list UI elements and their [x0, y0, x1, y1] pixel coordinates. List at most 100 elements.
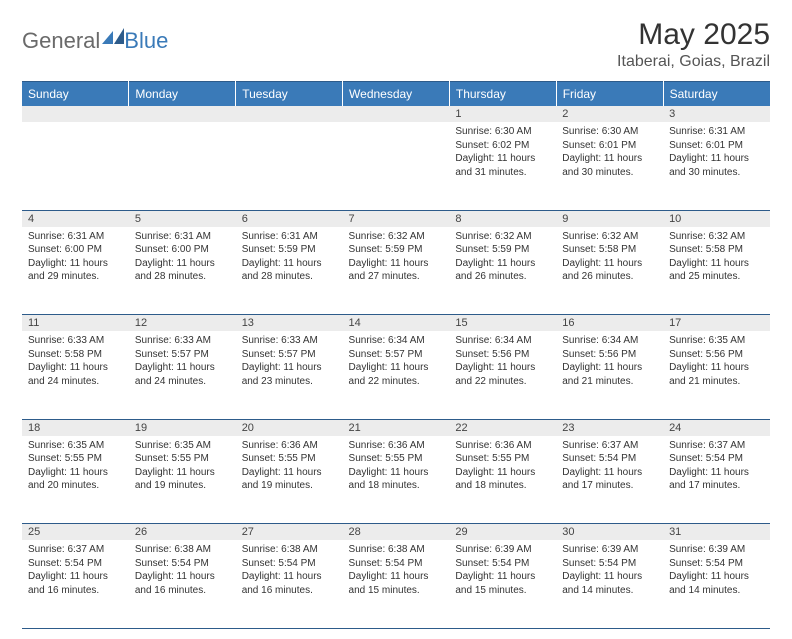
day-number: 6 — [236, 210, 343, 227]
sunset-line: Sunset: 5:55 PM — [135, 452, 230, 466]
day-cell-body: Sunrise: 6:35 AMSunset: 5:55 PMDaylight:… — [22, 436, 129, 497]
sunrise-line: Sunrise: 6:32 AM — [455, 230, 550, 244]
day-number: 10 — [663, 210, 770, 227]
sunset-value: 5:55 PM — [385, 453, 422, 464]
sunrise-value: 6:39 AM — [709, 544, 746, 555]
daylight-label: Daylight: — [455, 258, 497, 269]
sunset-label: Sunset: — [349, 349, 386, 360]
sunrise-value: 6:31 AM — [174, 231, 211, 242]
sunrise-value: 6:34 AM — [602, 335, 639, 346]
day-header: Wednesday — [343, 82, 450, 107]
daylight-label: Daylight: — [562, 571, 604, 582]
day-cell: Sunrise: 6:35 AMSunset: 5:56 PMDaylight:… — [663, 331, 770, 419]
sunset-value: 5:54 PM — [599, 558, 636, 569]
day-number: 14 — [343, 315, 450, 332]
sunrise-label: Sunrise: — [455, 335, 494, 346]
sunrise-line: Sunrise: 6:33 AM — [242, 334, 337, 348]
day-cell: Sunrise: 6:37 AMSunset: 5:54 PMDaylight:… — [663, 436, 770, 524]
day-cell-body: Sunrise: 6:36 AMSunset: 5:55 PMDaylight:… — [343, 436, 450, 497]
sunset-line: Sunset: 5:54 PM — [669, 452, 764, 466]
day-cell-body: Sunrise: 6:32 AMSunset: 5:59 PMDaylight:… — [343, 227, 450, 288]
daylight-label: Daylight: — [349, 571, 391, 582]
week-row: Sunrise: 6:30 AMSunset: 6:02 PMDaylight:… — [22, 122, 770, 210]
day-cell: Sunrise: 6:36 AMSunset: 5:55 PMDaylight:… — [236, 436, 343, 524]
day-number: 22 — [449, 419, 556, 436]
sunset-line: Sunset: 5:57 PM — [242, 348, 337, 362]
day-cell-body: Sunrise: 6:39 AMSunset: 5:54 PMDaylight:… — [556, 540, 663, 601]
daylight-label: Daylight: — [455, 362, 497, 373]
daylight-line: Daylight: 11 hours and 20 minutes. — [28, 466, 123, 493]
sunrise-label: Sunrise: — [135, 335, 174, 346]
day-cell-body: Sunrise: 6:37 AMSunset: 5:54 PMDaylight:… — [556, 436, 663, 497]
sunset-label: Sunset: — [562, 244, 599, 255]
sunset-label: Sunset: — [242, 558, 279, 569]
day-cell: Sunrise: 6:39 AMSunset: 5:54 PMDaylight:… — [663, 540, 770, 628]
daylight-label: Daylight: — [135, 362, 177, 373]
day-cell-body: Sunrise: 6:32 AMSunset: 5:59 PMDaylight:… — [449, 227, 556, 288]
sunset-value: 5:57 PM — [278, 349, 315, 360]
day-cell: Sunrise: 6:36 AMSunset: 5:55 PMDaylight:… — [449, 436, 556, 524]
sunrise-label: Sunrise: — [562, 335, 601, 346]
sunrise-value: 6:35 AM — [174, 440, 211, 451]
sunset-value: 5:55 PM — [172, 453, 209, 464]
sunrise-line: Sunrise: 6:33 AM — [135, 334, 230, 348]
daylight-label: Daylight: — [455, 467, 497, 478]
sunrise-label: Sunrise: — [349, 231, 388, 242]
sunset-label: Sunset: — [562, 558, 599, 569]
day-cell: Sunrise: 6:31 AMSunset: 6:00 PMDaylight:… — [129, 227, 236, 315]
day-number: 13 — [236, 315, 343, 332]
day-number: 31 — [663, 524, 770, 541]
daylight-line: Daylight: 11 hours and 14 minutes. — [669, 570, 764, 597]
day-cell: Sunrise: 6:35 AMSunset: 5:55 PMDaylight:… — [22, 436, 129, 524]
sunset-line: Sunset: 5:54 PM — [28, 557, 123, 571]
sunset-line: Sunset: 5:58 PM — [669, 243, 764, 257]
daynum-row: 45678910 — [22, 210, 770, 227]
day-number: 25 — [22, 524, 129, 541]
day-number: 24 — [663, 419, 770, 436]
daylight-line: Daylight: 11 hours and 17 minutes. — [562, 466, 657, 493]
day-number: 15 — [449, 315, 556, 332]
sunset-value: 5:58 PM — [599, 244, 636, 255]
sunrise-label: Sunrise: — [562, 126, 601, 137]
day-cell: Sunrise: 6:31 AMSunset: 6:00 PMDaylight:… — [22, 227, 129, 315]
day-number — [129, 106, 236, 122]
sunrise-line: Sunrise: 6:38 AM — [242, 543, 337, 557]
sunrise-label: Sunrise: — [28, 335, 67, 346]
daylight-label: Daylight: — [562, 362, 604, 373]
daylight-label: Daylight: — [242, 467, 284, 478]
sunrise-value: 6:31 AM — [281, 231, 318, 242]
sunrise-line: Sunrise: 6:30 AM — [562, 125, 657, 139]
sunrise-label: Sunrise: — [562, 231, 601, 242]
sunset-value: 5:54 PM — [706, 453, 743, 464]
daylight-label: Daylight: — [669, 153, 711, 164]
sunset-label: Sunset: — [28, 244, 65, 255]
sunset-value: 5:54 PM — [278, 558, 315, 569]
day-cell-body: Sunrise: 6:31 AMSunset: 5:59 PMDaylight:… — [236, 227, 343, 288]
logo-sail-icon — [102, 24, 124, 50]
daynum-row: 11121314151617 — [22, 315, 770, 332]
sunrise-label: Sunrise: — [242, 231, 281, 242]
daylight-label: Daylight: — [242, 258, 284, 269]
day-header: Friday — [556, 82, 663, 107]
sunset-line: Sunset: 6:01 PM — [562, 139, 657, 153]
sunset-label: Sunset: — [455, 349, 492, 360]
sunrise-label: Sunrise: — [135, 440, 174, 451]
sunrise-value: 6:32 AM — [495, 231, 532, 242]
daylight-line: Daylight: 11 hours and 29 minutes. — [28, 257, 123, 284]
sunrise-label: Sunrise: — [28, 231, 67, 242]
day-number: 21 — [343, 419, 450, 436]
sunset-line: Sunset: 5:56 PM — [455, 348, 550, 362]
sunset-value: 5:56 PM — [599, 349, 636, 360]
sunset-label: Sunset: — [669, 558, 706, 569]
day-number: 29 — [449, 524, 556, 541]
title-block: May 2025 Itaberai, Goias, Brazil — [617, 18, 770, 71]
day-header: Monday — [129, 82, 236, 107]
sunset-line: Sunset: 5:59 PM — [455, 243, 550, 257]
sunrise-value: 6:36 AM — [281, 440, 318, 451]
sunset-label: Sunset: — [242, 349, 279, 360]
sunrise-line: Sunrise: 6:38 AM — [349, 543, 444, 557]
week-row: Sunrise: 6:33 AMSunset: 5:58 PMDaylight:… — [22, 331, 770, 419]
daylight-line: Daylight: 11 hours and 16 minutes. — [135, 570, 230, 597]
day-cell: Sunrise: 6:39 AMSunset: 5:54 PMDaylight:… — [449, 540, 556, 628]
day-cell-body: Sunrise: 6:37 AMSunset: 5:54 PMDaylight:… — [663, 436, 770, 497]
